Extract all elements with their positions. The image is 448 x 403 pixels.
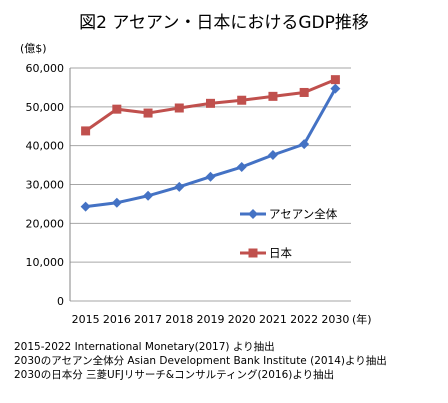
x-axis-tick-labels: 2015 2016 2017 2018 2019 2020 2021 2022 2030 [72,313,350,326]
data-point [299,139,310,150]
y-tick-label: 50,000 [26,101,65,114]
series-lines [80,75,341,212]
data-point [206,98,215,108]
data-point [330,83,341,94]
x-tick-label: 2019 [197,313,225,326]
data-point [80,201,91,212]
y-tick-label: 30,000 [26,179,65,192]
data-point [237,95,247,105]
series-2 [81,75,340,136]
legend-marker [248,209,258,219]
legend-label: 日本 [269,246,292,260]
legend-marker [248,248,258,258]
y-tick-label: 40,000 [26,140,65,153]
source-note-1: 2015-2022 International Monetary(2017) よ… [14,341,275,353]
x-tick-label: 2022 [290,313,318,326]
data-point [81,126,91,136]
x-axis-label: (年) [352,312,372,326]
y-tick-label: 0 [57,295,64,308]
data-point [112,104,122,114]
y-axis-tick-labels: 0 10,000 20,000 30,000 40,000 50,000 60,000 [26,62,65,308]
chart-title: 図2 アセアン・日本におけるGDP推移 [79,13,369,33]
gridlines [69,67,351,302]
x-tick-label: 2016 [103,313,131,326]
legend-item: アセアン全体 [240,207,338,221]
y-axis-label: (億$) [20,42,47,55]
data-point [330,75,340,85]
x-tick-label: 2020 [228,313,256,326]
series-1 [80,83,341,212]
legend-item: 日本 [240,246,292,260]
x-tick-label: 2030 [321,313,349,326]
data-point [143,190,154,201]
x-tick-label: 2018 [165,313,193,326]
data-point [268,91,278,101]
data-point [267,149,278,160]
data-point [111,197,122,208]
x-tick-label: 2015 [72,313,100,326]
y-tick-label: 60,000 [26,62,65,75]
source-note-3: 2030の日本分 三菱UFJリサーチ&コンサルティング(2016)より抽出 [14,369,335,381]
data-point [174,181,185,192]
data-point [236,162,247,173]
y-tick-label: 20,000 [26,217,65,230]
data-point [205,171,216,182]
x-tick-label: 2021 [259,313,287,326]
y-tick-label: 10,000 [26,256,65,269]
x-tick-label: 2017 [134,313,162,326]
data-point [299,87,309,97]
data-point [174,103,184,113]
legend-label: アセアン全体 [269,207,338,221]
source-note-2: 2030のアセアン全体分 Asian Development Bank Inst… [14,355,387,367]
data-point [143,108,153,118]
